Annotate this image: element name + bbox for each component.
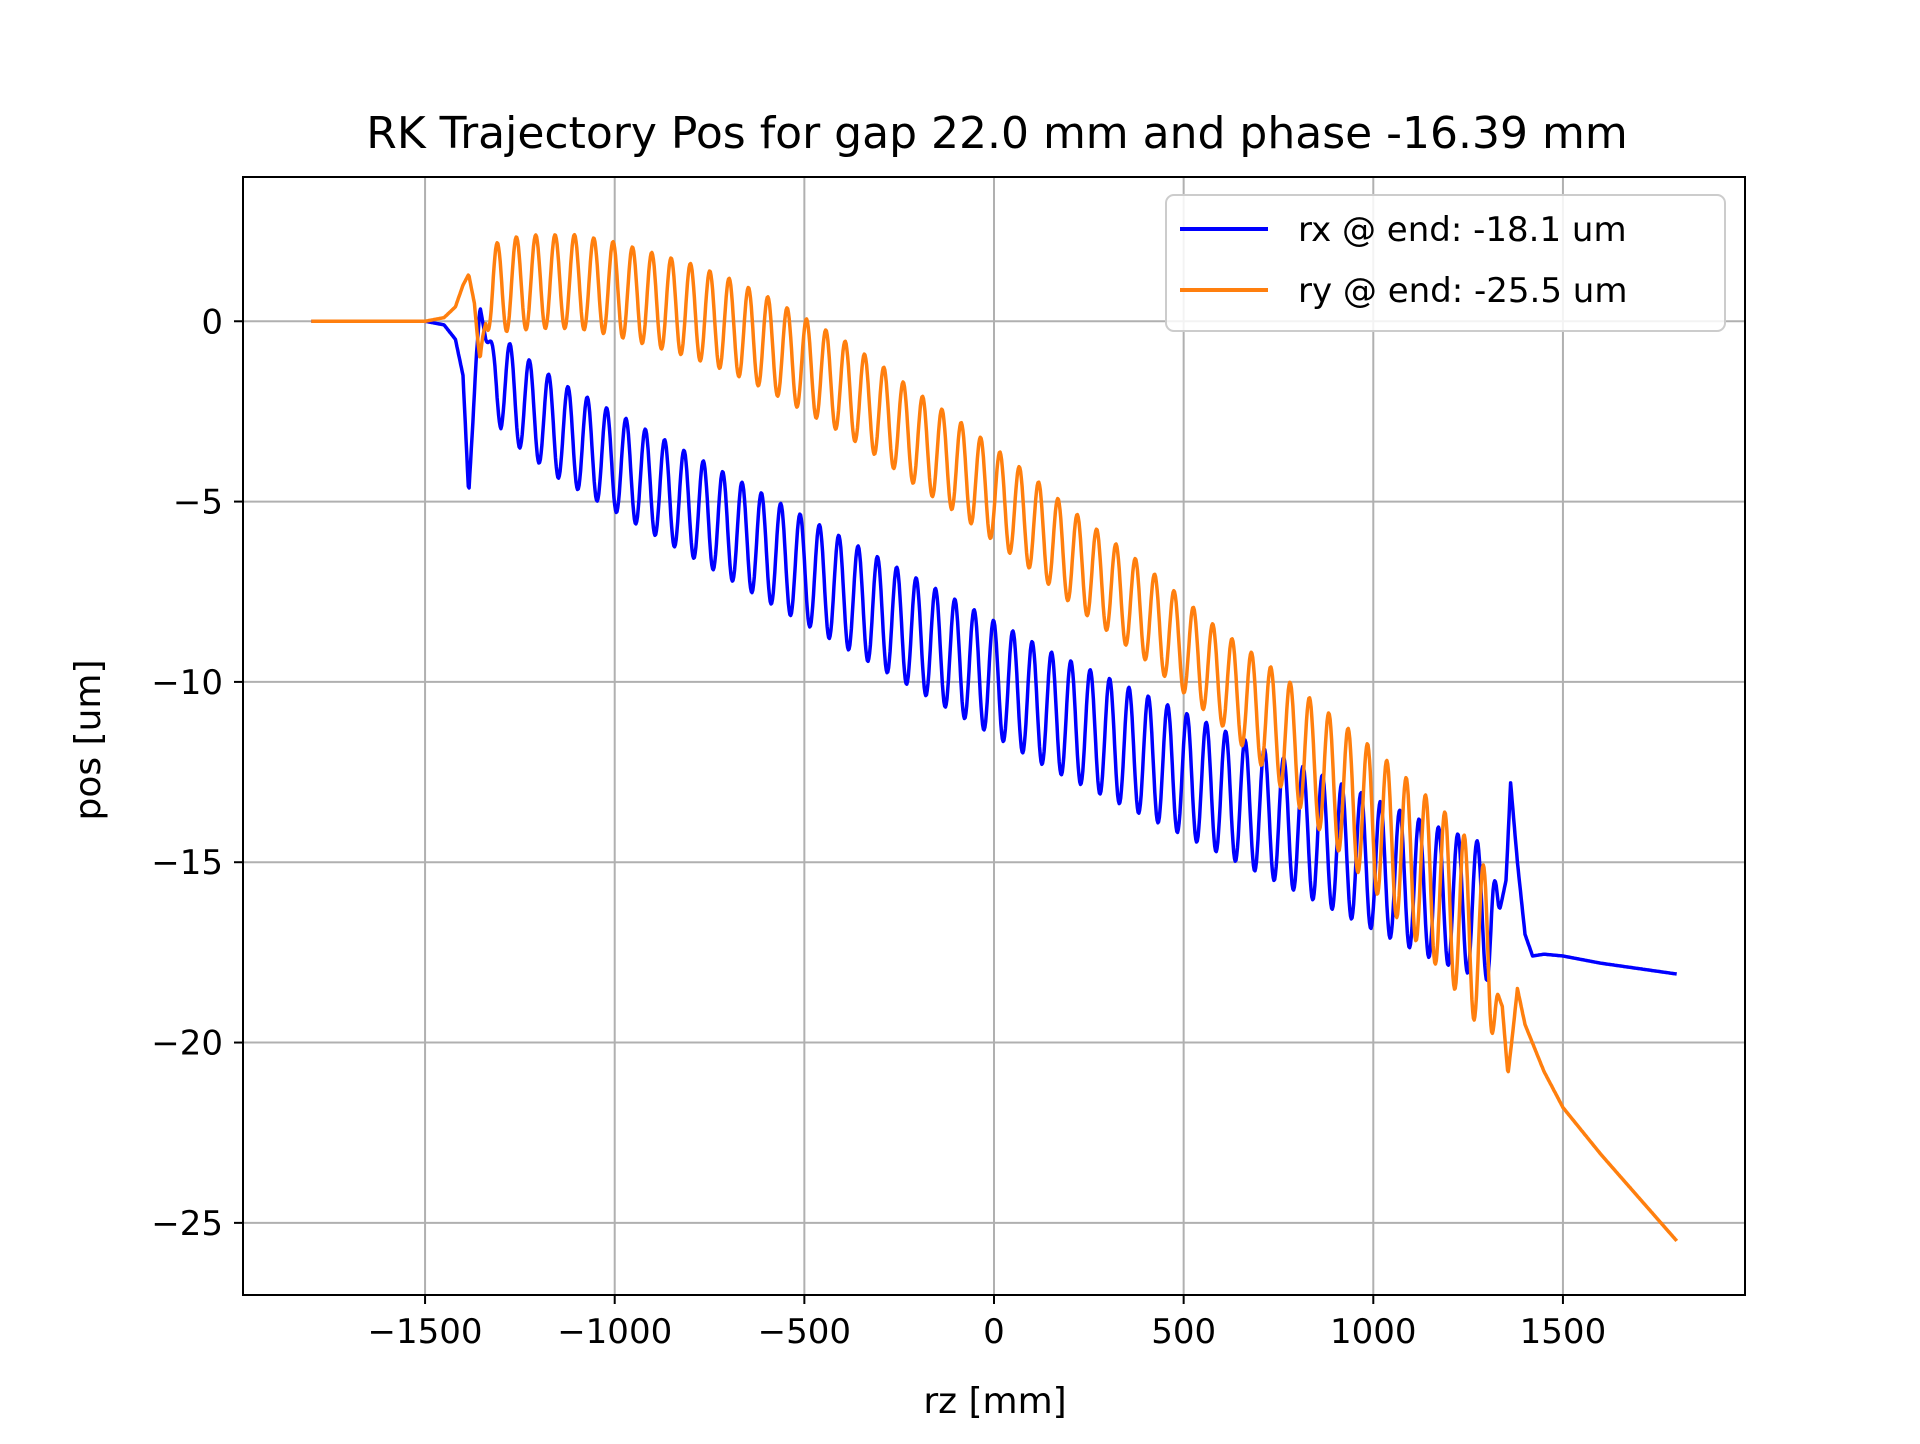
- x-tick-label: −500: [758, 1312, 851, 1352]
- legend-label-rx: rx @ end: -18.1 um: [1298, 210, 1627, 250]
- y-tick-label: −10: [151, 663, 223, 703]
- ticks: −1500 −1000 −500 0 500 1000 1500 0 −5 −10 −15 −20 −2…: [151, 302, 1606, 1352]
- series-line-ry: [310, 232, 1679, 1242]
- y-tick-label: −25: [151, 1204, 223, 1244]
- y-axis-label: pos [um]: [68, 659, 109, 820]
- y-tick-label: −5: [173, 483, 223, 523]
- series-line-rx: [310, 307, 1678, 982]
- y-tick-label: 0: [201, 302, 223, 342]
- x-tick-label: −1500: [368, 1312, 483, 1352]
- x-axis-label: rz [mm]: [923, 1381, 1066, 1422]
- x-tick-label: 0: [983, 1312, 1005, 1352]
- x-tick-label: 1500: [1520, 1312, 1607, 1352]
- y-tick-label: −20: [151, 1024, 223, 1064]
- chart-title: RK Trajectory Pos for gap 22.0 mm and ph…: [366, 108, 1627, 159]
- x-tick-label: 1000: [1330, 1312, 1417, 1352]
- grid: [243, 177, 1745, 1295]
- x-tick-label: 500: [1151, 1312, 1216, 1352]
- legend-label-ry: ry @ end: -25.5 um: [1298, 271, 1627, 311]
- series-group: [310, 232, 1679, 1242]
- legend-box: [1165, 194, 1726, 332]
- legend: rx @ end: -18.1 um ry @ end: -25.5 um: [1165, 194, 1726, 332]
- x-tick-label: −1000: [557, 1312, 672, 1352]
- y-tick-label: −15: [151, 843, 223, 883]
